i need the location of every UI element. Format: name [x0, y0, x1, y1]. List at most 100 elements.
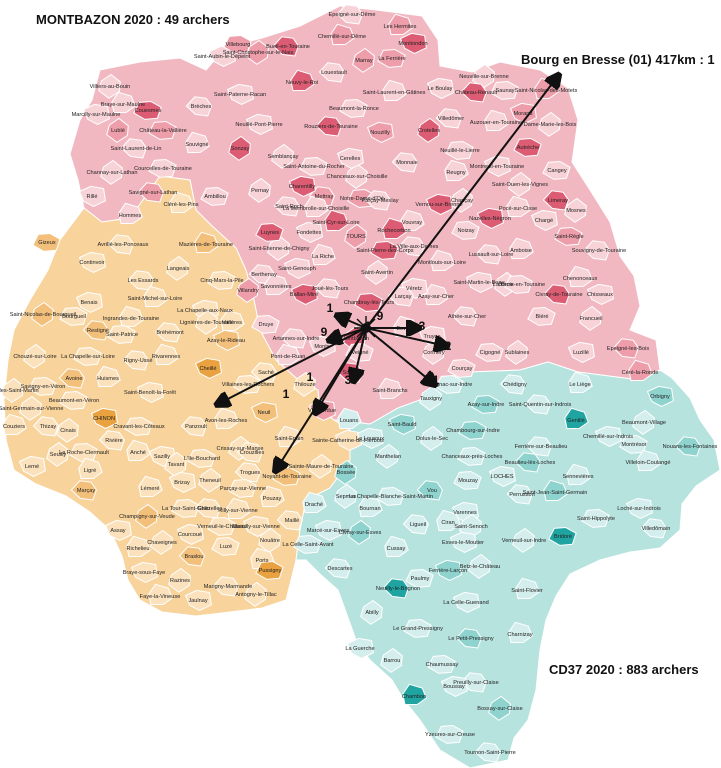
commune-label: La Ville-aux-Dames	[390, 244, 439, 250]
commune-label: Auzouer-en-Touraine	[470, 120, 522, 126]
commune-cell	[59, 306, 88, 326]
commune-label: Mettray	[315, 194, 334, 200]
commune-cell	[187, 448, 216, 468]
commune-label: Richelieu	[126, 546, 149, 552]
commune-label: Neuil	[258, 410, 271, 416]
commune-label: Langeais	[167, 266, 190, 272]
commune-label: Lublé	[111, 128, 125, 134]
commune-label: Pouzay	[263, 496, 282, 502]
commune-cell	[126, 535, 151, 558]
commune-label: Saint-Roch	[275, 204, 303, 210]
commune-label: Limeray	[548, 198, 568, 204]
commune-cell	[402, 514, 429, 535]
commune-cell	[419, 385, 442, 411]
commune-label: Bournan	[359, 506, 380, 512]
commune-label: Azay-le-Rideau	[207, 338, 245, 344]
commune-label: Vouvray	[402, 220, 422, 226]
commune-label: Chambray-lès-Tours	[344, 300, 395, 306]
commune-label: Cussay	[387, 546, 406, 552]
commune-label: Loché-sur-Indrois	[617, 506, 661, 512]
commune-label: Civray-de-Touraine	[535, 292, 582, 298]
commune-cell	[70, 480, 97, 501]
commune-cell	[185, 131, 210, 154]
commune-label: Montiondon	[398, 41, 427, 47]
commune-cell	[436, 509, 461, 532]
commune-label: Dame-Marie-les-Bois	[524, 122, 577, 128]
commune-label: Saint-Aubin-le-Dépeint	[194, 54, 251, 60]
commune-cell	[272, 36, 299, 57]
commune-label: Charnizay	[507, 632, 532, 638]
commune-cell	[525, 436, 552, 457]
commune-cell	[200, 186, 229, 206]
commune-cell	[458, 420, 487, 440]
commune-label: Francueil	[579, 316, 602, 322]
commune-label: Chambourg-sur-Indre	[446, 428, 499, 434]
commune-label: Rillé	[87, 194, 98, 200]
commune-label: Montlouis-sur-Loire	[418, 260, 466, 266]
commune-cell	[346, 637, 374, 660]
commune-cell	[345, 163, 368, 189]
commune-label: Sepmes	[336, 494, 357, 500]
commune-label: Nouans-les-Fontaines	[663, 444, 718, 450]
commune-cell	[228, 478, 257, 498]
commune-label: La Roche-Clermault	[59, 450, 109, 456]
commune-cell	[427, 654, 456, 674]
commune-label: Verneuil-sur-Indre	[502, 538, 546, 544]
commune-label: La Ferrière	[378, 56, 405, 62]
commune-label: Saint-Ouen-les-Vignes	[492, 182, 548, 188]
commune-label: Genillé	[567, 418, 584, 424]
commune-cell	[474, 742, 501, 763]
commune-cell	[453, 470, 482, 490]
commune-label: La Chapelle-Blanche-Saint-Martin	[349, 494, 433, 500]
commune-cell	[207, 516, 236, 536]
commune-cell	[276, 510, 303, 531]
commune-label: Ligueil	[410, 522, 426, 528]
commune-label: Epeigné-sur-Dême	[329, 12, 376, 18]
commune-label: Tournon-Saint-Pierre	[464, 750, 516, 756]
commune-label: La Tour-Saint-Gelin	[162, 506, 210, 512]
commune-label: Le Petit-Pressigny	[448, 636, 494, 642]
commune-cell	[228, 135, 251, 161]
commune-label: Lémeré	[141, 486, 160, 492]
commune-label: Villandry	[237, 288, 259, 294]
commune-cell	[124, 416, 153, 436]
commune-cell	[358, 495, 383, 518]
commune-cell	[339, 98, 368, 118]
commune-label: Le Liège	[569, 382, 590, 388]
commune-label: Manthelan	[375, 454, 401, 460]
commune-cell	[214, 407, 239, 430]
commune-label: Saint-Laurent-de-Lin	[111, 146, 162, 152]
commune-label: Lignières-de-Touraine	[180, 320, 234, 326]
commune-cell	[133, 100, 162, 120]
commune-label: Nouâtre	[260, 538, 280, 544]
commune-cell	[455, 628, 482, 649]
commune-label: Mosnes	[566, 208, 586, 214]
commune-cell	[290, 69, 315, 92]
commune-label: Saché	[258, 370, 274, 376]
commune-label: Rochecorbon	[377, 228, 410, 234]
commune-cell	[119, 305, 144, 328]
commune-label: Beaulieu-lès-Loches	[505, 460, 556, 466]
commune-label: Ferrière-sur-Beaulieu	[515, 444, 568, 450]
commune-label: Saint-Nicolas-de-Bourgueil	[10, 312, 77, 318]
commune-cell	[290, 283, 318, 306]
commune-label: Dolus-le-Sec	[416, 436, 448, 442]
commune-cell	[542, 160, 571, 180]
commune-label: Rouziers-de-Touraine	[304, 124, 357, 130]
commune-label: Faye-la-Vineuse	[140, 594, 181, 600]
commune-label: Villedômer	[438, 116, 464, 122]
commune-cell	[106, 117, 129, 143]
commune-cell	[236, 277, 259, 303]
commune-label: Saint-Avertin	[361, 270, 393, 276]
commune-cell	[554, 226, 583, 246]
commune-label: Braslou	[185, 554, 204, 560]
region-south	[295, 361, 721, 768]
commune-label: Chaveignes	[147, 540, 177, 546]
commune-cell	[384, 535, 409, 558]
commune-label: Brizay	[174, 480, 190, 486]
commune-cell	[483, 155, 511, 178]
commune-cell	[524, 394, 551, 415]
commune-cell	[223, 34, 252, 54]
commune-cell	[148, 158, 177, 178]
